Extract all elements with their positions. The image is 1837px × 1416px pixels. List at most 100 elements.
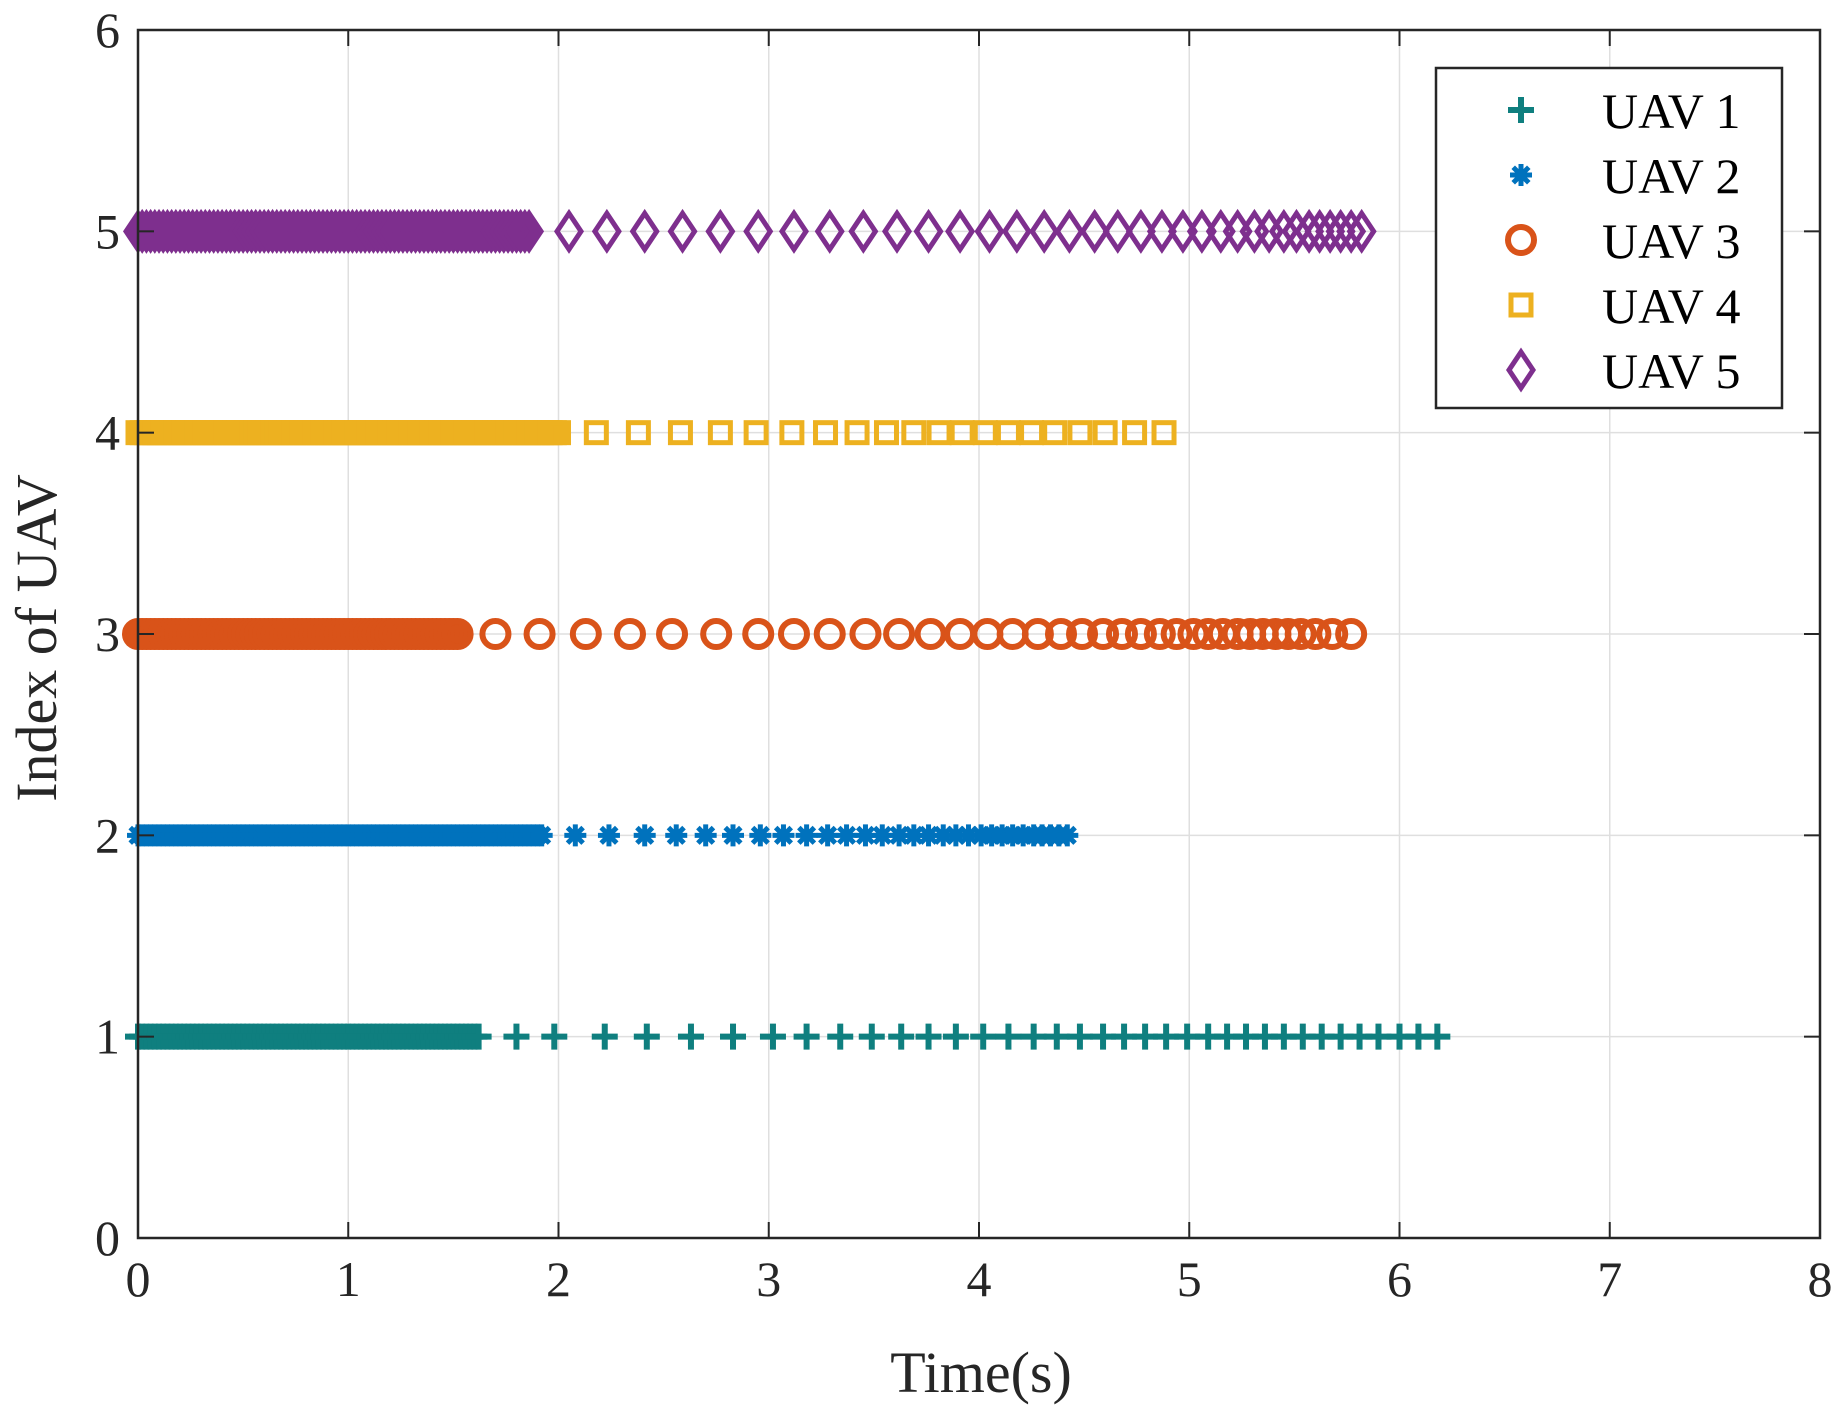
- data-point: [523, 618, 556, 650]
- data-point: [917, 824, 940, 847]
- data-point: [995, 1023, 1022, 1050]
- data-point: [1316, 618, 1349, 650]
- data-point: [530, 824, 553, 847]
- data-point: [913, 208, 944, 254]
- data-point: [667, 420, 693, 446]
- data-point: [849, 618, 882, 650]
- data-point: [1192, 618, 1225, 650]
- data-point: [1020, 1023, 1047, 1050]
- y-tick-label: 1: [95, 1009, 120, 1065]
- series-uav-5: [122, 208, 1377, 254]
- data-point: [1105, 618, 1138, 650]
- data-point: [503, 1023, 530, 1050]
- data-point: [854, 824, 877, 847]
- data-point: [957, 824, 980, 847]
- data-point: [505, 208, 536, 254]
- data-point: [546, 420, 571, 446]
- data-point: [667, 208, 698, 254]
- data-point: [742, 618, 775, 650]
- data-point: [1146, 208, 1177, 254]
- data-point: [883, 618, 916, 650]
- series-uav-1: [125, 1023, 1451, 1050]
- legend-items: UAV 1 UAV 2 UAV 3 UAV 4 UAV 5: [1505, 83, 1740, 399]
- data-point: [1346, 208, 1377, 254]
- y-tick-label: 3: [95, 606, 120, 662]
- data-point: [1102, 208, 1133, 254]
- series-uav-2: [127, 824, 1079, 847]
- data-point: [1042, 420, 1068, 446]
- data-point: [974, 208, 1005, 254]
- data-point: [888, 1023, 915, 1050]
- data-point: [1335, 618, 1368, 650]
- legend-label-uav-3: UAV 3: [1602, 213, 1740, 269]
- legend-marker-diamond-icon: [1505, 347, 1537, 393]
- legend-marker-plus-icon: [1508, 97, 1534, 123]
- data-point: [569, 618, 602, 650]
- data-point: [1087, 618, 1120, 650]
- data-point: [827, 1023, 854, 1050]
- x-tick-label: 5: [1177, 1251, 1202, 1307]
- data-point: [926, 420, 952, 446]
- data-point: [949, 420, 975, 446]
- data-point: [1325, 208, 1356, 254]
- x-axis-label: Time(s): [890, 1340, 1072, 1405]
- data-point: [813, 618, 846, 650]
- data-point: [1092, 420, 1118, 446]
- tick-labels: 0 1 2 3 4 5 6 7 8 0 1 2 3 4 5 6: [95, 2, 1833, 1307]
- data-point: [814, 208, 845, 254]
- y-axis-label: Index of UAV: [4, 474, 69, 802]
- data-point: [944, 824, 967, 847]
- data-point: [665, 824, 688, 847]
- data-point: [816, 824, 839, 847]
- data-point: [1066, 618, 1099, 650]
- data-point: [793, 1023, 820, 1050]
- series-uav-4: [125, 420, 1177, 446]
- data-point: [591, 208, 622, 254]
- data-point: [677, 1023, 704, 1050]
- y-tick-label: 4: [95, 405, 120, 461]
- data-point: [441, 618, 474, 650]
- data-point: [1304, 208, 1335, 254]
- data-point: [1315, 208, 1346, 254]
- data-point: [873, 420, 899, 446]
- data-point: [779, 420, 805, 446]
- data-point: [656, 618, 689, 650]
- data-point: [972, 420, 998, 446]
- data-point: [1124, 618, 1157, 650]
- data-point: [871, 824, 894, 847]
- data-point: [858, 1023, 885, 1050]
- data-point: [1043, 1023, 1070, 1050]
- legend-label-uav-5: UAV 5: [1602, 343, 1740, 399]
- y-tick-label: 5: [95, 203, 120, 259]
- data-point: [541, 1023, 568, 1050]
- data-point: [1336, 208, 1367, 254]
- data-point: [772, 824, 795, 847]
- data-point: [1056, 824, 1079, 847]
- data-point: [514, 208, 545, 254]
- data-point: [625, 420, 651, 446]
- data-point: [1268, 208, 1299, 254]
- legend-marker-square-icon: [1508, 292, 1534, 318]
- x-tick-label: 7: [1597, 1251, 1622, 1307]
- series-uav-3: [122, 618, 1368, 650]
- data-point: [707, 420, 733, 446]
- data-point: [479, 618, 512, 650]
- data-point: [1029, 208, 1060, 254]
- data-point: [932, 824, 955, 847]
- data-point: [583, 420, 609, 446]
- data-point: [1294, 208, 1325, 254]
- data-point: [902, 824, 925, 847]
- data-point: [844, 420, 870, 446]
- x-tick-label: 4: [967, 1251, 992, 1307]
- x-tick-label: 6: [1387, 1251, 1412, 1307]
- data-point: [1284, 618, 1317, 650]
- data-point: [942, 1023, 969, 1050]
- data-point: [945, 208, 976, 254]
- y-tick-label: 0: [95, 1210, 120, 1266]
- data-point: [914, 618, 947, 650]
- data-point: [888, 824, 911, 847]
- data-point: [1299, 618, 1332, 650]
- data-point: [759, 1023, 786, 1050]
- data-point: [465, 1023, 492, 1050]
